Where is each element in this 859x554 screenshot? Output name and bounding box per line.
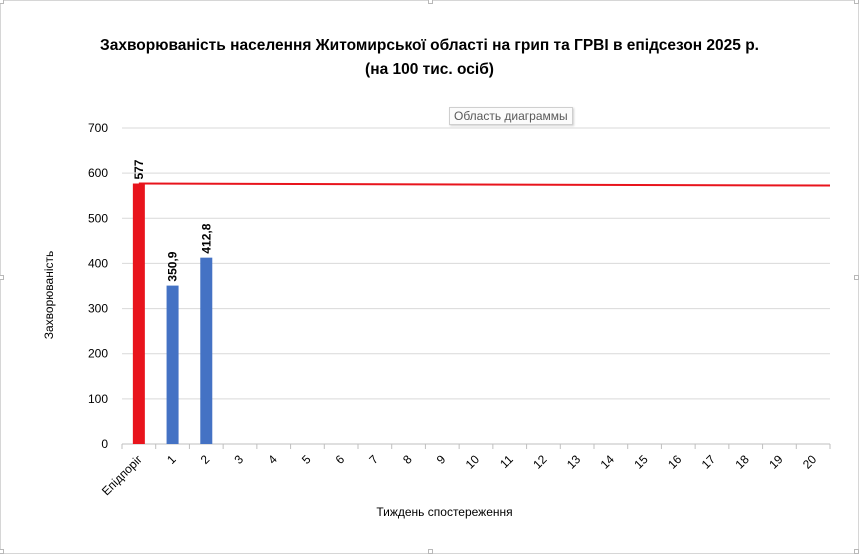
x-tick-label: 10 [463, 452, 483, 472]
data-label: 350,9 [166, 251, 180, 281]
resize-handle[interactable] [428, 0, 433, 4]
x-tick-label: 4 [265, 452, 280, 467]
x-tick-label: 2 [198, 452, 213, 467]
data-label: 577 [132, 159, 146, 179]
y-tick-label: 200 [88, 347, 108, 361]
x-tick-label: 19 [766, 452, 786, 472]
x-tick-label: 20 [800, 452, 820, 472]
chart-title-line-1: Захворюваність населення Житомирської об… [100, 37, 759, 54]
x-tick-label: 13 [564, 452, 584, 472]
y-tick-label: 500 [88, 211, 108, 225]
x-tick-label: 1 [164, 452, 179, 467]
x-tick-label: 7 [366, 452, 381, 467]
resize-handle[interactable] [0, 275, 4, 280]
bar [200, 257, 213, 444]
x-tick-label: 17 [699, 452, 719, 472]
y-tick-label: 0 [101, 437, 108, 451]
x-tick-label: 12 [530, 452, 550, 472]
y-tick-label: 600 [88, 166, 108, 180]
x-tick-label: 9 [434, 452, 449, 467]
x-tick-label: 14 [598, 452, 618, 472]
y-axis-label: Захворюваність [42, 250, 56, 340]
bar [166, 285, 179, 444]
y-tick-label: 400 [88, 256, 108, 270]
x-tick-label: 8 [400, 452, 415, 467]
x-tick-label: 15 [631, 452, 651, 472]
chart-title: Захворюваність населення Житомирської об… [0, 34, 859, 82]
y-tick-label: 100 [88, 392, 108, 406]
x-tick-label: 3 [231, 452, 246, 467]
chart-area-tooltip: Область диаграммы [449, 107, 573, 125]
chart-title-line-2: (на 100 тис. осіб) [365, 61, 494, 78]
y-tick-label: 300 [88, 302, 108, 316]
y-tick-label: 700 [88, 121, 108, 135]
bar [132, 183, 145, 445]
x-tick-label: 11 [497, 452, 516, 471]
x-tick-label: 18 [732, 452, 752, 472]
x-tick-label: 6 [333, 452, 348, 467]
x-axis-label: Тиждень спостереження [376, 505, 513, 519]
threshold-line [138, 182, 831, 187]
x-tick-label: 5 [299, 452, 314, 467]
data-label: 412,8 [199, 223, 213, 253]
x-tick-label: 16 [665, 452, 685, 472]
x-tick-label: Епідпоріг [99, 452, 145, 498]
resize-handle[interactable] [0, 0, 4, 4]
